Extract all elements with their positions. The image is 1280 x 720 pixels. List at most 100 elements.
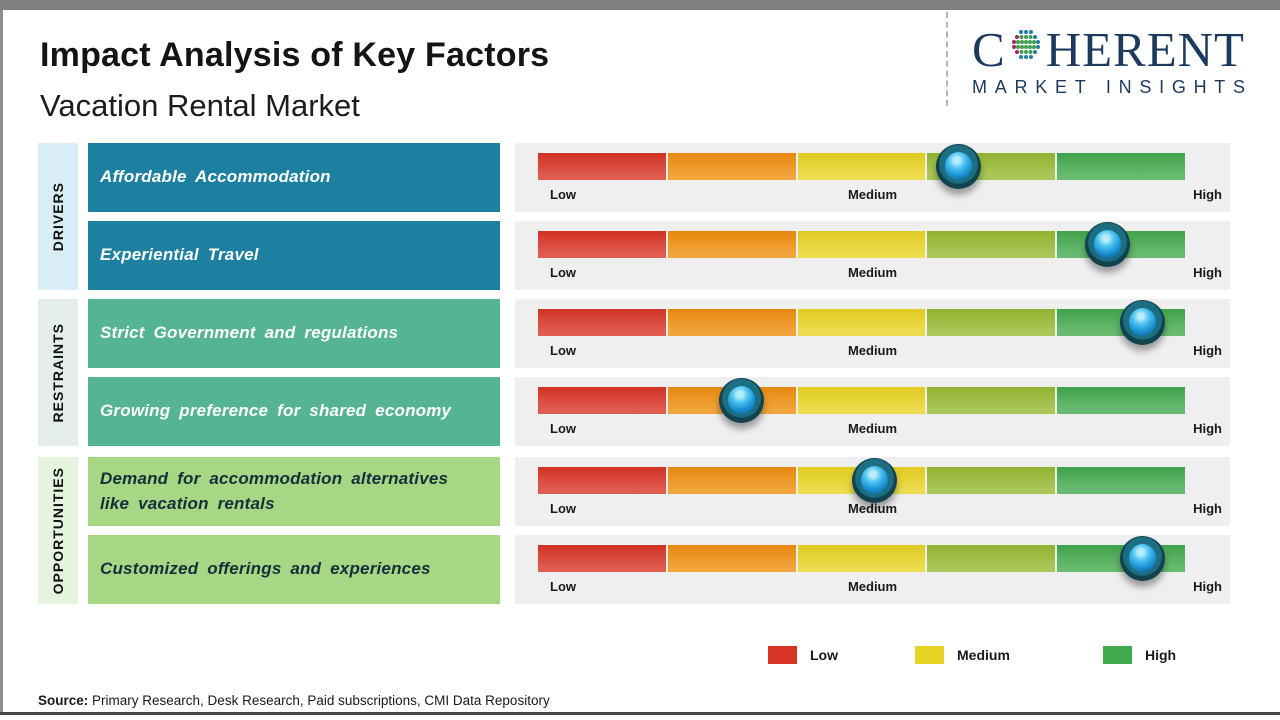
factor-label: Strict Government and regulations [100, 323, 399, 343]
bar-segment-3 [927, 545, 1056, 572]
page-title: Impact Analysis of Key Factors [40, 36, 550, 74]
source-note: Source: Primary Research, Desk Research,… [38, 693, 550, 708]
left-border-bar [0, 10, 3, 715]
impact-marker [1120, 300, 1166, 345]
scale-labels: Low Medium High [515, 187, 1230, 207]
scale-label-high: High [1193, 501, 1222, 516]
factor-box: Growing preference for shared economy [88, 377, 500, 446]
impact-bar-row: Low Medium High [515, 221, 1230, 290]
bar-segment-0 [538, 153, 666, 180]
category-label: DRIVERS [50, 181, 66, 252]
bar-segment-0 [538, 545, 666, 572]
impact-marker [1120, 536, 1166, 581]
brand-logo: C HERENT MARKET INSIGHTS [972, 21, 1268, 98]
impact-marker-core [1129, 544, 1157, 572]
factor-label: Demand for accommodation alternatives li… [100, 468, 449, 513]
bar-segment-1 [667, 231, 796, 258]
factor-box: Strict Government and regulations [88, 299, 500, 368]
impact-marker-core [1129, 308, 1157, 336]
factor-label: Affordable Accommodation [100, 167, 331, 187]
bar-segment-4 [1057, 153, 1185, 180]
impact-marker [936, 144, 982, 189]
legend-item-low: Low [768, 646, 838, 664]
scale-label-high: High [1193, 265, 1222, 280]
impact-marker-core [728, 386, 756, 414]
scale-label-medium: Medium [847, 343, 898, 358]
impact-scale-bar [538, 153, 1185, 180]
bar-segment-2 [797, 231, 926, 258]
impact-marker [719, 378, 765, 423]
top-border-bar [0, 0, 1280, 10]
brand-letter-c: C [972, 21, 1006, 77]
legend-item-medium: Medium [915, 646, 1010, 664]
scale-label-low: Low [550, 421, 576, 436]
scale-labels: Low Medium High [515, 579, 1230, 599]
factor-label: Growing preference for shared economy [100, 401, 452, 421]
impact-bar-row: Low Medium High [515, 143, 1230, 212]
scale-labels: Low Medium High [515, 265, 1230, 285]
impact-scale-bar [538, 387, 1185, 414]
scale-label-medium: Medium [847, 579, 898, 594]
bar-segment-2 [797, 153, 926, 180]
bar-segment-3 [927, 231, 1056, 258]
bar-segment-1 [667, 467, 796, 494]
scale-label-high: High [1193, 343, 1222, 358]
bar-segment-3 [927, 467, 1056, 494]
category-strip-drivers: DRIVERS [38, 143, 78, 290]
scale-label-low: Low [550, 265, 576, 280]
scale-label-high: High [1193, 579, 1222, 594]
bar-segment-1 [667, 153, 796, 180]
impact-marker [851, 458, 897, 503]
legend-label-high: High [1145, 647, 1177, 663]
bar-segment-2 [797, 309, 926, 336]
brand-wordmark: C HERENT [972, 21, 1268, 77]
factor-box: Experiential Travel [88, 221, 500, 290]
scale-labels: Low Medium High [515, 421, 1230, 441]
impact-scale-bar [538, 467, 1185, 494]
impact-marker-core [860, 466, 888, 494]
bar-segment-3 [927, 309, 1056, 336]
impact-marker-core [945, 152, 973, 180]
source-text: Primary Research, Desk Research, Paid su… [92, 693, 550, 708]
globe-dots-icon [1007, 26, 1045, 73]
bar-segment-4 [1057, 387, 1185, 414]
bar-segment-0 [538, 467, 666, 494]
impact-bar-row: Low Medium High [515, 457, 1230, 526]
brand-tagline: MARKET INSIGHTS [972, 77, 1253, 97]
bar-segment-0 [538, 231, 666, 258]
source-label: Source: [38, 693, 89, 708]
scale-labels: Low Medium High [515, 343, 1230, 363]
impact-bar-row: Low Medium High [515, 299, 1230, 368]
factor-label: Experiential Travel [100, 245, 259, 265]
scale-label-high: High [1193, 187, 1222, 202]
impact-marker [1084, 222, 1130, 267]
logo-divider [946, 12, 948, 106]
page-subtitle: Vacation Rental Market [40, 88, 360, 123]
impact-scale-bar [538, 309, 1185, 336]
impact-scale-bar [538, 545, 1185, 572]
bar-segment-0 [538, 387, 666, 414]
bar-segment-1 [667, 545, 796, 572]
legend-swatch-low [768, 646, 797, 664]
scale-label-high: High [1193, 421, 1222, 436]
category-label: RESTRAINTS [50, 322, 66, 423]
category-strip-restraints: RESTRAINTS [38, 299, 78, 446]
legend-swatch-high [1103, 646, 1132, 664]
scale-label-medium: Medium [847, 187, 898, 202]
scale-labels: Low Medium High [515, 501, 1230, 521]
category-strip-opportunities: OPPORTUNITIES [38, 457, 78, 604]
impact-marker-core [1093, 230, 1121, 258]
scale-label-medium: Medium [847, 501, 898, 516]
legend-label-medium: Medium [957, 647, 1010, 663]
bottom-border-bar [0, 712, 1280, 715]
scale-label-medium: Medium [847, 421, 898, 436]
scale-label-low: Low [550, 343, 576, 358]
factor-box: Customized offerings and experiences [88, 535, 500, 604]
scale-label-medium: Medium [847, 265, 898, 280]
scale-label-low: Low [550, 579, 576, 594]
bar-segment-0 [538, 309, 666, 336]
bar-segment-3 [927, 387, 1056, 414]
factor-box: Demand for accommodation alternatives li… [88, 457, 500, 526]
brand-letters-rest: HERENT [1045, 21, 1245, 77]
